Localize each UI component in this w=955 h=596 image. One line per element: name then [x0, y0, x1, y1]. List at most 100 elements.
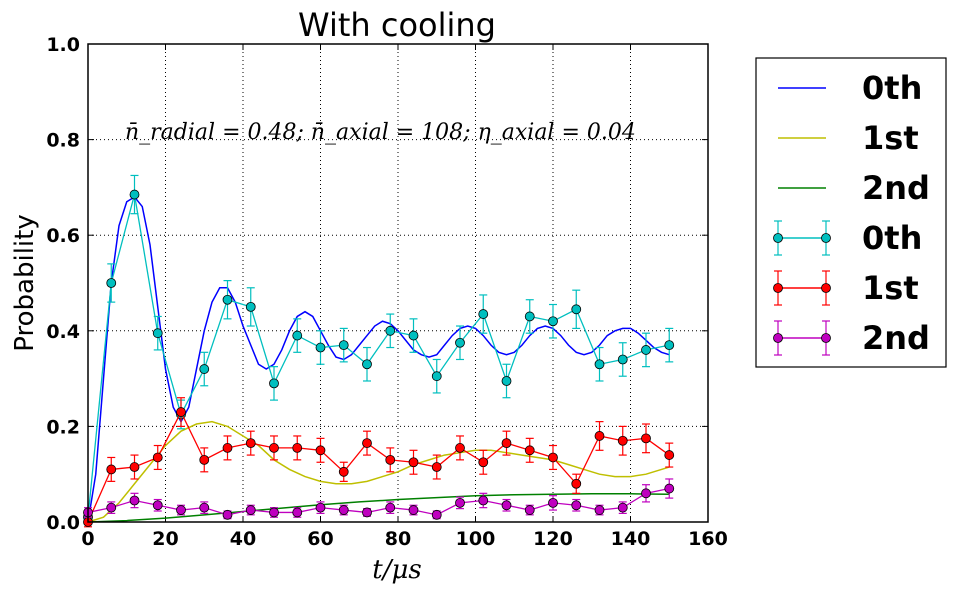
data-point	[199, 502, 210, 513]
legend-label: 0th	[862, 219, 922, 257]
data-point	[245, 301, 256, 312]
x-tick-label: 20	[152, 528, 178, 550]
data-point	[176, 407, 186, 417]
legend-entry-line-2nd: 2nd	[778, 169, 930, 207]
data-point	[129, 462, 140, 472]
data-point	[152, 500, 163, 511]
data-point	[431, 371, 442, 382]
grid	[88, 44, 708, 522]
chart-annotation: n̄_radial = 0.48; n̄_axial = 108; η_axia…	[125, 120, 636, 145]
data-point	[408, 505, 419, 515]
data-point	[664, 483, 675, 494]
data-point	[548, 497, 558, 508]
data-point	[455, 443, 465, 453]
y-tick-label: 0.8	[46, 130, 80, 152]
data-point	[548, 316, 558, 327]
axis-ticks: 0 20 40 60 80 100 120 140 160 0.0 0.2 0.4 0.6 0.8 1.0	[46, 34, 728, 550]
data-point	[338, 466, 349, 477]
x-tick-label: 80	[385, 528, 411, 550]
legend-marker	[773, 333, 783, 343]
plot-area-frame	[87, 43, 709, 523]
x-tick-label: 0	[81, 528, 94, 550]
legend-label: 1st	[862, 119, 919, 157]
data-point	[641, 345, 651, 355]
x-tick-label: 60	[307, 528, 333, 550]
data-point	[385, 325, 396, 336]
data-point	[641, 488, 651, 499]
data-point	[315, 502, 326, 513]
data-point	[152, 328, 163, 339]
data-point	[292, 507, 303, 518]
data-point	[501, 438, 512, 449]
data-point	[455, 337, 465, 348]
data-point	[385, 454, 396, 465]
theory-line-2nd	[87, 493, 670, 523]
data-point	[315, 342, 326, 353]
legend-entry-line-1st: 1st	[778, 119, 919, 157]
data-point	[245, 505, 256, 515]
x-tick-label: 160	[688, 528, 728, 550]
data-point	[338, 505, 349, 515]
theory-line-1st	[87, 420, 670, 523]
data-point	[362, 359, 372, 370]
data-point	[524, 311, 535, 322]
data-point	[617, 354, 628, 365]
y-tick-label: 0.0	[46, 512, 80, 534]
data-point	[455, 497, 465, 508]
y-tick-label: 1.0	[46, 34, 80, 56]
legend-marker	[821, 283, 831, 293]
data-point	[571, 304, 582, 315]
data-point	[617, 502, 628, 513]
legend-marker	[821, 333, 831, 343]
legend: 0th 1st 2nd 0th 1st 2nd	[755, 57, 947, 368]
y-tick-label: 0.6	[46, 225, 80, 247]
legend-entry-marker-1st: 1st	[773, 269, 919, 307]
data-point	[641, 433, 651, 444]
measured-series-2nd	[83, 478, 675, 520]
data-point	[222, 509, 233, 520]
data-point	[269, 443, 279, 453]
legend-marker	[821, 233, 831, 243]
data-point	[571, 478, 582, 489]
data-point	[617, 435, 628, 446]
data-point	[269, 378, 279, 389]
measured-line	[87, 487, 670, 516]
y-tick-label: 0.4	[46, 321, 80, 343]
data-point	[385, 502, 396, 513]
data-point	[524, 505, 535, 515]
y-axis-label: Probability	[10, 214, 40, 351]
x-axis-label: t/μs	[372, 555, 421, 585]
data-point	[431, 462, 442, 472]
data-point	[292, 443, 303, 453]
data-point	[222, 443, 233, 453]
legend-label: 0th	[862, 69, 922, 107]
data-point	[548, 452, 558, 463]
data-point	[362, 507, 372, 518]
data-point	[199, 454, 210, 465]
legend-marker	[773, 283, 783, 293]
data-point	[315, 445, 326, 456]
legend-label: 2nd	[862, 169, 930, 207]
measured-series-0th	[83, 174, 675, 523]
data-point	[478, 309, 489, 319]
data-point	[129, 189, 140, 200]
chart-title: With cooling	[298, 6, 496, 44]
legend-entry-line-0th: 0th	[778, 69, 922, 107]
data-point	[338, 340, 349, 351]
data-point	[269, 507, 279, 518]
data-point	[594, 431, 605, 441]
data-point	[431, 509, 442, 520]
data-point	[152, 452, 163, 463]
data-point	[106, 502, 117, 513]
legend-label: 1st	[862, 269, 919, 307]
x-tick-label: 120	[533, 528, 573, 550]
data-point	[222, 294, 233, 305]
data-point	[362, 438, 372, 449]
data-point	[501, 376, 512, 386]
legend-entry-marker-2nd: 2nd	[773, 319, 930, 357]
data-point	[501, 500, 512, 511]
legend-box	[755, 57, 947, 368]
data-point	[106, 464, 117, 475]
data-point	[245, 438, 256, 449]
